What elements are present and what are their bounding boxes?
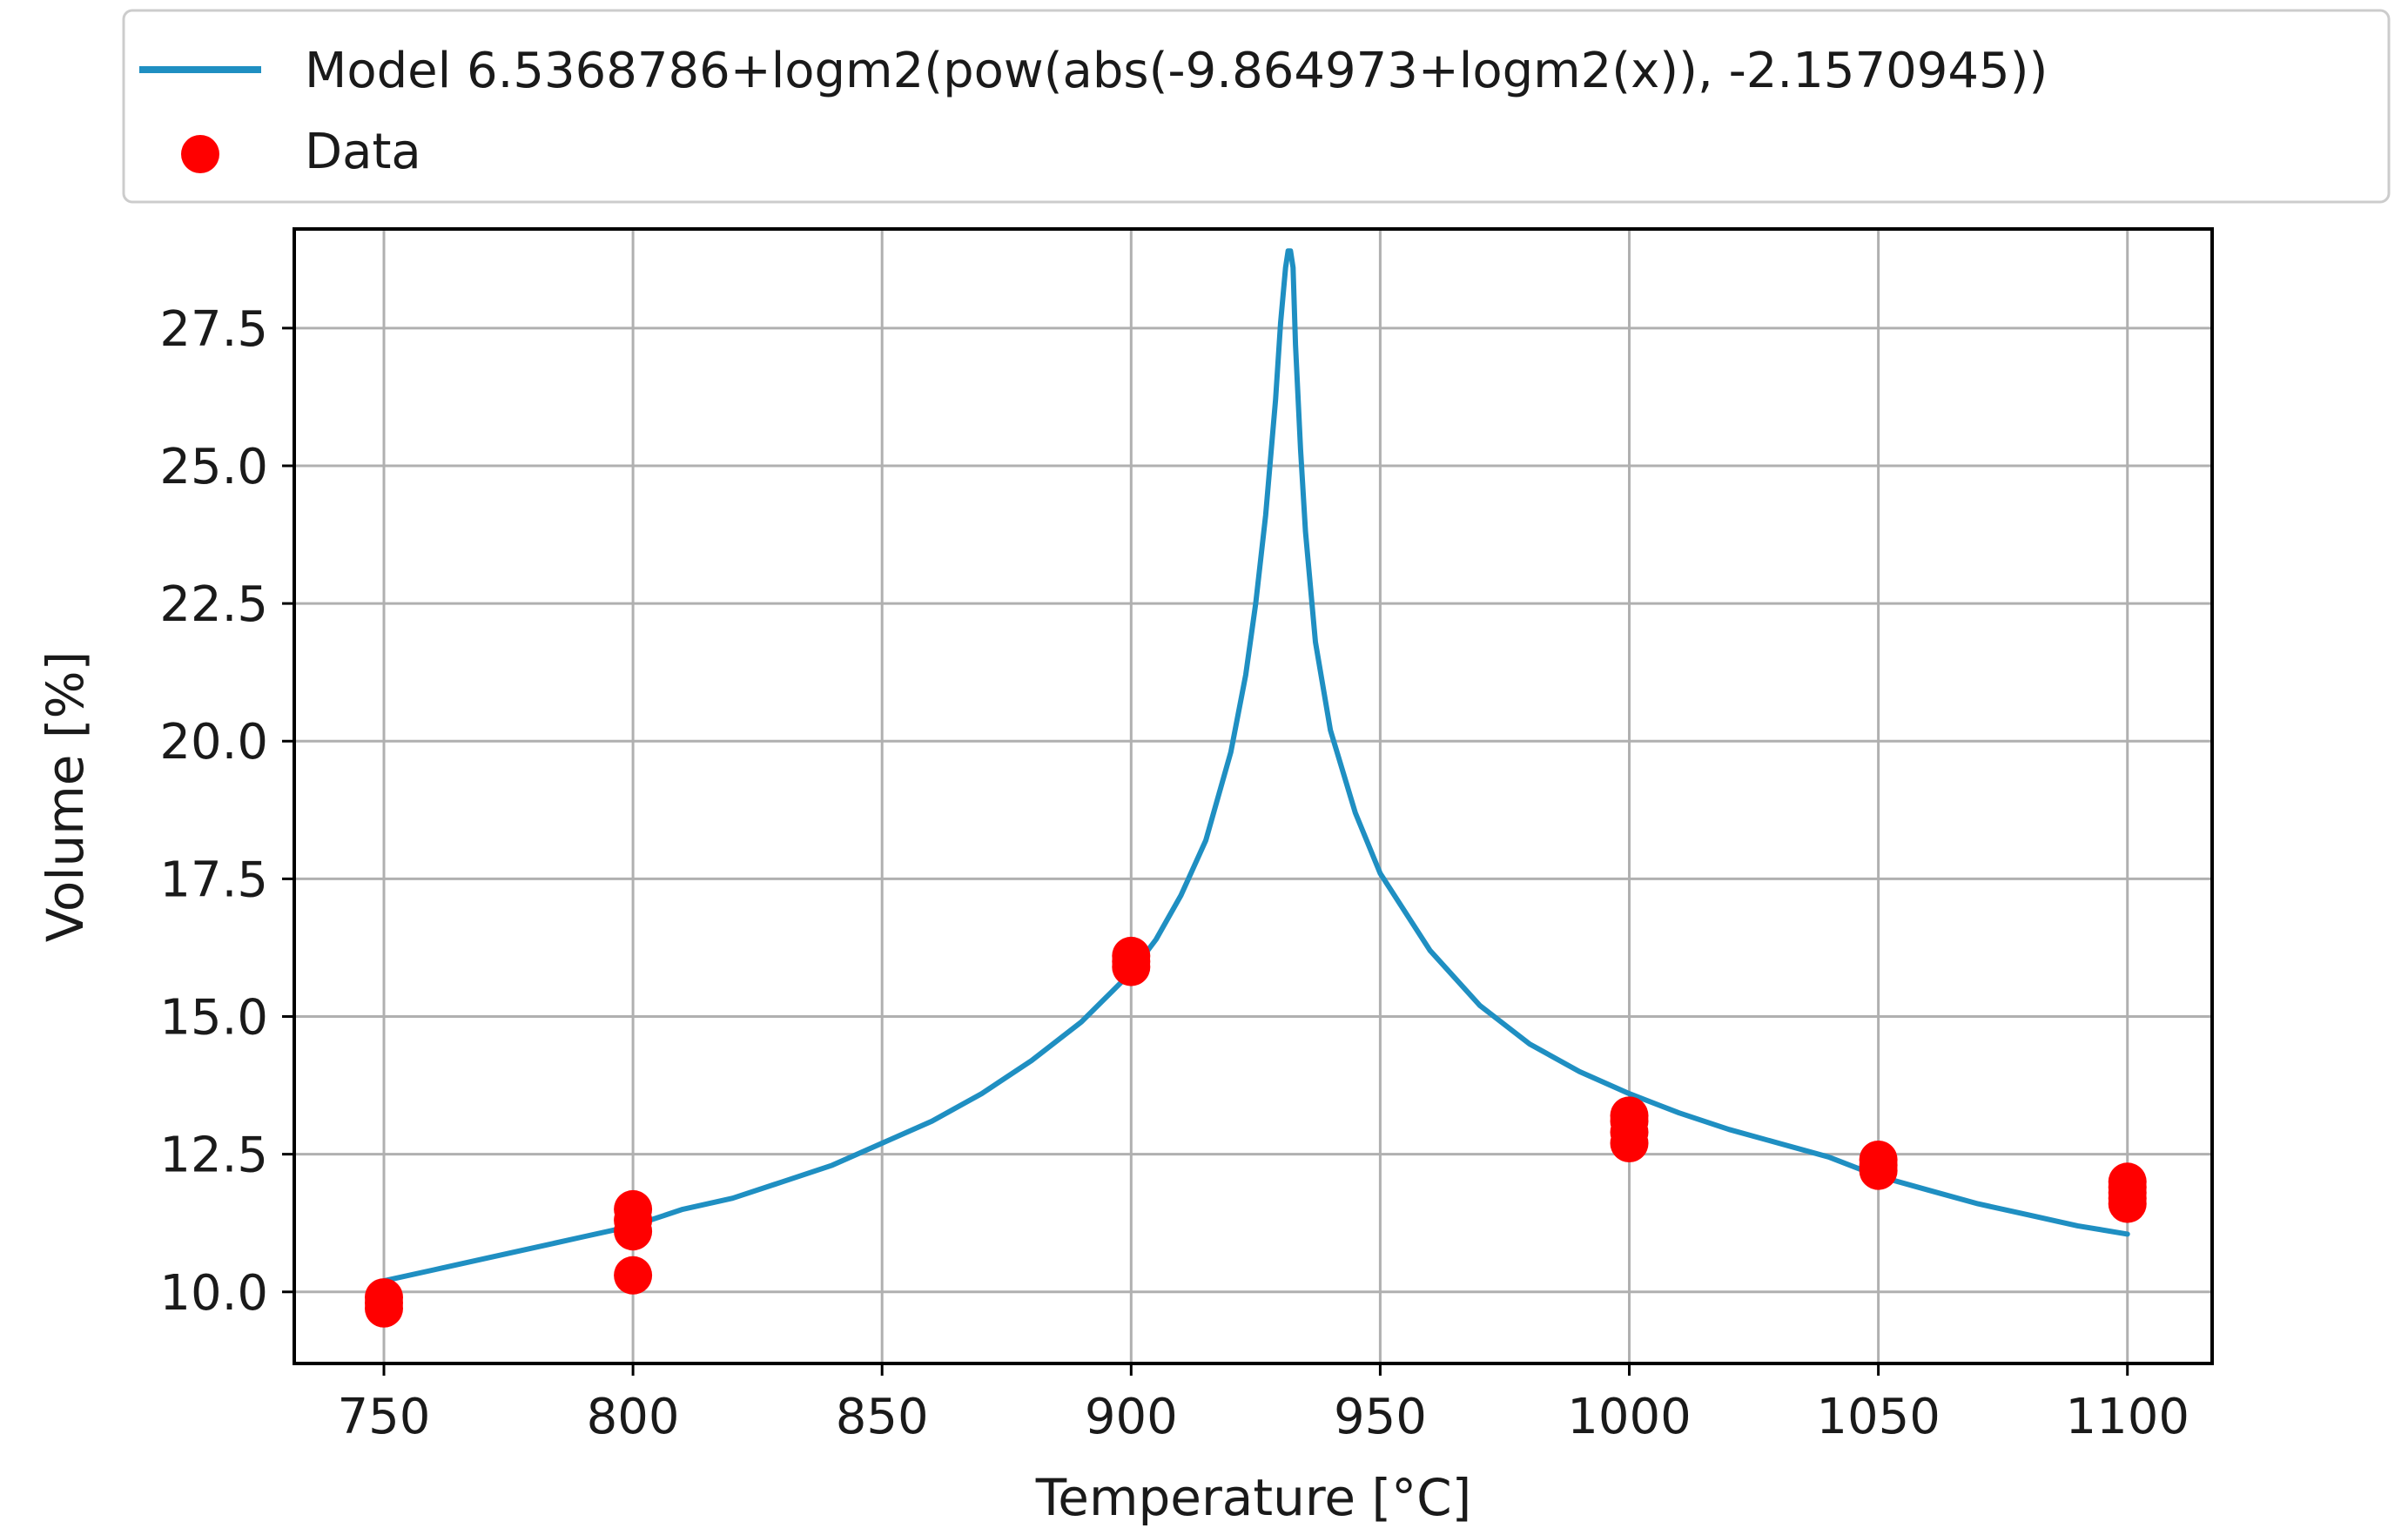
x-axis: 750 800 850 900 950 1000 1050 1100 [338,1363,2189,1445]
y-axis-label: Volume [%] [36,651,95,943]
y-tick-label: 22.5 [159,576,268,633]
grid [294,229,2212,1363]
legend-box [122,9,2391,204]
legend-model-label: Model 6.5368786+logm2(pow(abs(-9.864973+… [305,43,2048,99]
legend-data-label: Data [305,124,421,180]
model-series [381,248,2130,1284]
y-tick-label: 27.5 [159,301,268,358]
y-tick-label: 20.0 [159,714,268,771]
x-tick-label: 1050 [1816,1389,1941,1445]
data-point [1859,1140,1898,1179]
x-tick-label: 900 [1085,1389,1178,1445]
model-line [381,248,2130,1284]
x-tick-label: 1000 [1567,1389,1692,1445]
data-point [1112,936,1151,975]
data-series [364,936,2147,1328]
y-tick-label: 15.0 [159,990,268,1047]
y-tick-label: 10.0 [159,1265,268,1322]
data-point [614,1189,653,1229]
x-tick-label: 1100 [2065,1389,2189,1445]
legend-data-swatch [181,135,219,173]
y-axis: 10.0 12.5 15.0 17.5 20.0 22.5 25.0 27.5 [159,301,294,1322]
x-tick-label: 950 [1334,1389,1427,1445]
x-tick-label: 800 [587,1389,680,1445]
data-point [614,1256,653,1295]
y-tick-label: 12.5 [159,1128,268,1184]
x-tick-label: 850 [836,1389,929,1445]
y-tick-label: 25.0 [159,439,268,495]
y-tick-label: 17.5 [159,852,268,908]
data-point [1610,1096,1649,1135]
plot-frame [293,227,2214,1365]
legend: Model 6.5368786+logm2(pow(abs(-9.864973+… [122,9,2391,204]
data-point [364,1278,403,1317]
x-axis-label: Temperature [°C] [1035,1468,1472,1527]
data-point [2108,1162,2147,1202]
x-tick-label: 750 [338,1389,431,1445]
